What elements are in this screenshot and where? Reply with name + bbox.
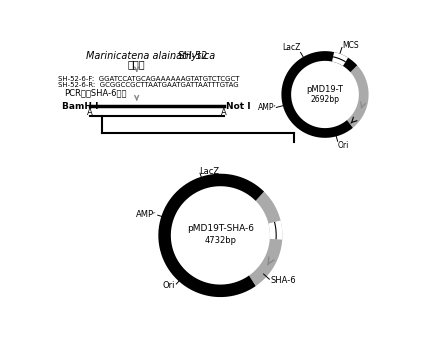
Text: . SH-52: . SH-52 bbox=[172, 51, 207, 61]
Text: SHA-6: SHA-6 bbox=[270, 276, 296, 285]
Text: 基因组: 基因组 bbox=[128, 59, 145, 69]
Text: 4732bp: 4732bp bbox=[204, 236, 237, 245]
Text: pMD19-T: pMD19-T bbox=[307, 85, 344, 94]
Text: A: A bbox=[221, 108, 227, 117]
Text: MCS: MCS bbox=[342, 41, 359, 51]
Text: Marinicatena alainatilytica: Marinicatena alainatilytica bbox=[86, 51, 215, 61]
Text: A: A bbox=[87, 108, 93, 117]
Text: pMD19T-SHA-6: pMD19T-SHA-6 bbox=[187, 224, 254, 233]
Text: LacZ: LacZ bbox=[282, 44, 301, 52]
Text: AMPʳ: AMPʳ bbox=[258, 103, 276, 112]
Text: Ori: Ori bbox=[338, 141, 349, 150]
Text: AMPʳ: AMPʳ bbox=[136, 210, 156, 219]
Text: LacZ: LacZ bbox=[200, 167, 220, 176]
Text: SH-52-6-F:  GGATCCATGCAGAAAAAAGTATGTCTCGCT: SH-52-6-F: GGATCCATGCAGAAAAAAGTATGTCTCGC… bbox=[58, 76, 239, 82]
Text: PCR扩增SHA-6基因: PCR扩增SHA-6基因 bbox=[64, 88, 127, 98]
Text: Not I: Not I bbox=[226, 101, 250, 111]
Text: 2692bp: 2692bp bbox=[310, 95, 340, 104]
Text: BamH I: BamH I bbox=[61, 101, 98, 111]
Text: Ori: Ori bbox=[163, 281, 175, 290]
Text: SH-52-6-R:  GCGGCCGCTTAATGAATGATTAATTTGTAG: SH-52-6-R: GCGGCCGCTTAATGAATGATTAATTTGTA… bbox=[58, 82, 238, 88]
